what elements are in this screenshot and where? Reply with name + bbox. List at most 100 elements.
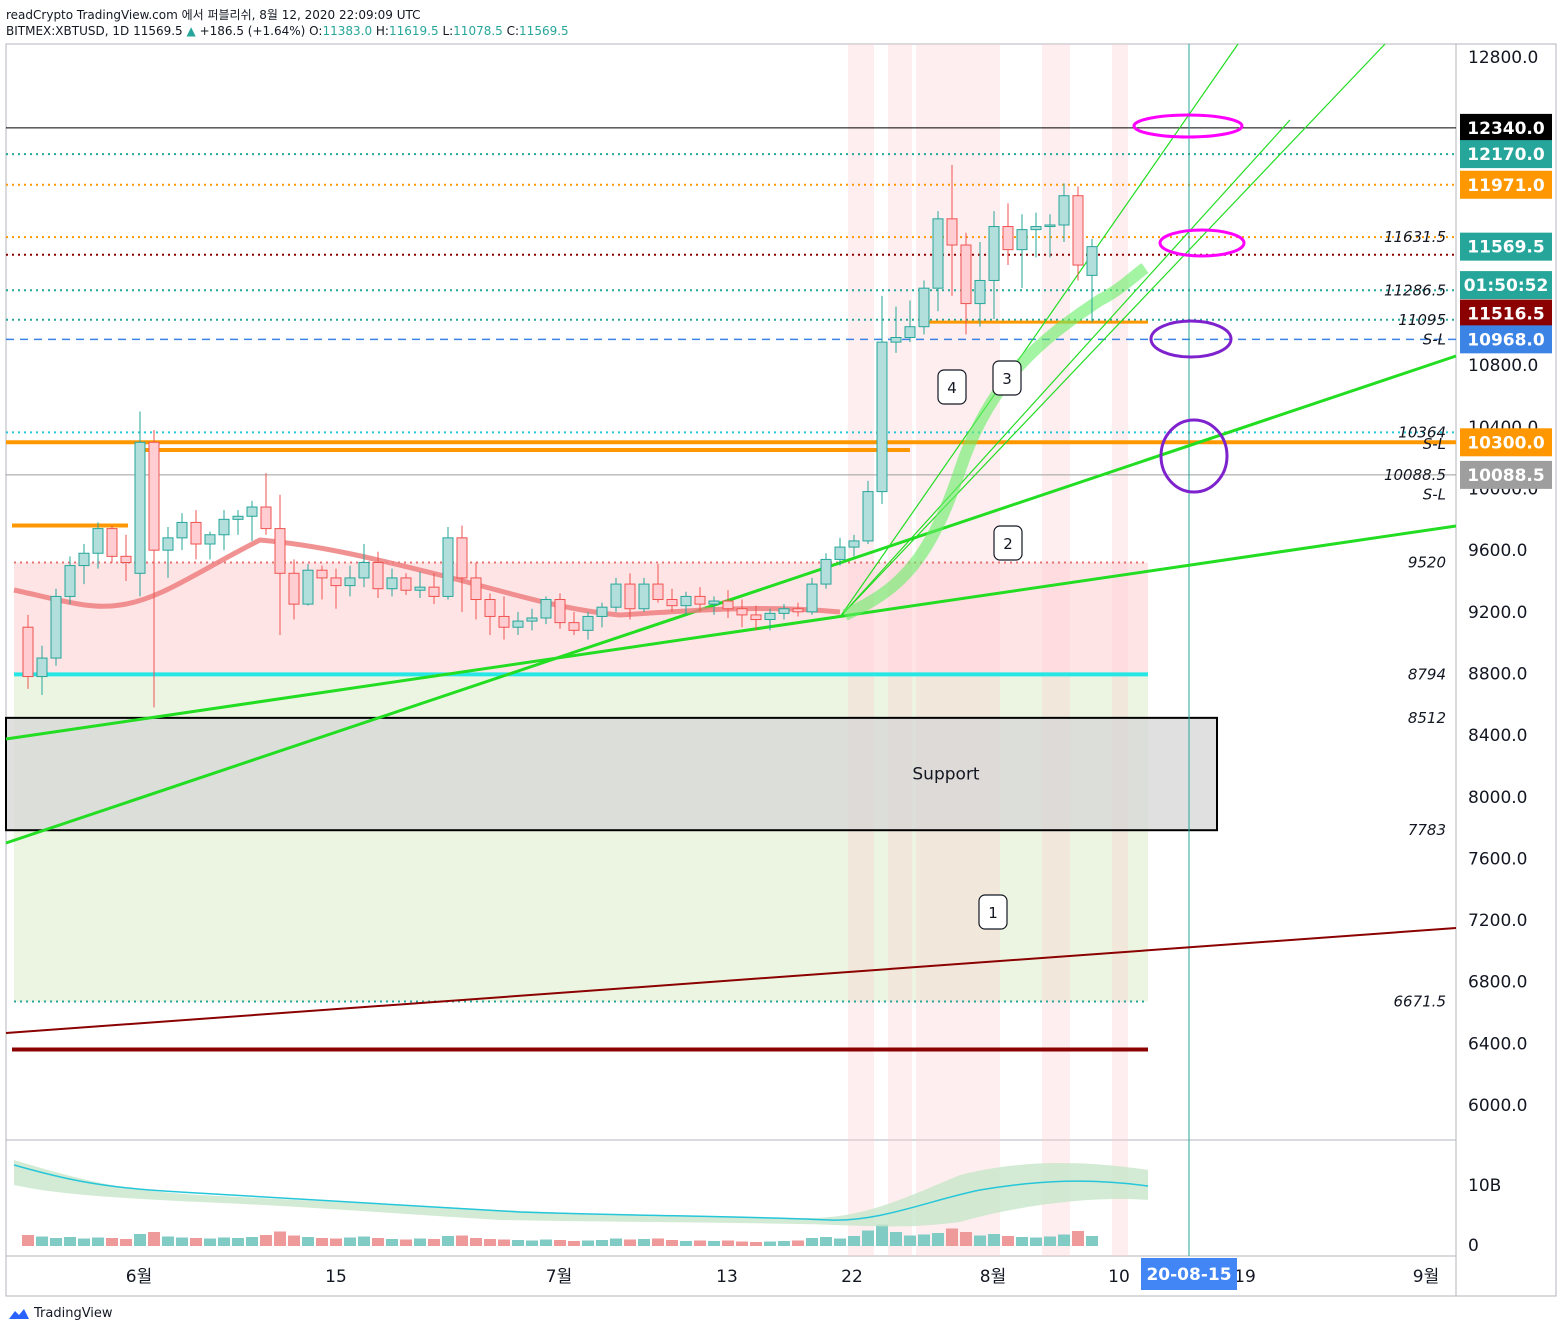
volume-bar bbox=[806, 1238, 818, 1246]
volume-bar bbox=[974, 1235, 986, 1246]
close-label: C: bbox=[506, 24, 520, 38]
candle-body bbox=[22, 626, 34, 678]
trendline-fan bbox=[839, 43, 1239, 618]
volume-bar bbox=[904, 1235, 916, 1246]
candle-body bbox=[666, 598, 678, 607]
x-tick-label: 15 bbox=[325, 1267, 347, 1287]
candle-body bbox=[568, 622, 580, 631]
callout-box bbox=[992, 360, 1022, 396]
level-label: 11631.5 bbox=[1384, 228, 1446, 246]
date-badge-label: 20-08-15 bbox=[1146, 1265, 1231, 1285]
level-label: S-L bbox=[1423, 435, 1446, 453]
price-badge-label: 11516.5 bbox=[1467, 305, 1544, 325]
y-tick-label: 8400.0 bbox=[1468, 726, 1527, 746]
ma-band bbox=[842, 263, 1149, 621]
candle-body bbox=[176, 521, 188, 539]
volume-bar bbox=[638, 1239, 650, 1246]
annotation-ellipse bbox=[1132, 113, 1244, 139]
volume-bar bbox=[764, 1241, 776, 1246]
candle-body bbox=[876, 341, 888, 493]
candle-body bbox=[274, 528, 286, 574]
candle-body bbox=[232, 515, 244, 520]
volume-bar bbox=[232, 1238, 244, 1246]
x-tick-label: 7월 bbox=[546, 1267, 572, 1287]
volume-bar bbox=[848, 1236, 860, 1246]
y-tick-label: 7600.0 bbox=[1468, 849, 1527, 869]
low-value: 11078.5 bbox=[453, 24, 503, 38]
trendline-1 bbox=[5, 927, 1457, 1034]
price-badge bbox=[1460, 140, 1552, 169]
annotation-ellipse bbox=[1149, 319, 1233, 359]
candle-body bbox=[414, 586, 426, 591]
volume-bar bbox=[358, 1236, 370, 1246]
volume-bar bbox=[988, 1234, 1000, 1246]
volume-bar bbox=[512, 1240, 524, 1246]
candle-body bbox=[484, 598, 496, 617]
candle-body bbox=[792, 608, 804, 613]
symbol-label[interactable]: BITMEX:XBTUSD, 1D bbox=[6, 24, 130, 38]
volume-bar bbox=[708, 1241, 720, 1246]
volume-bar bbox=[204, 1238, 216, 1246]
tradingview-brand[interactable]: TradingView bbox=[8, 1306, 113, 1321]
level-label: S-L bbox=[1423, 330, 1446, 348]
candle-body bbox=[988, 226, 1000, 281]
candle-body bbox=[610, 583, 622, 608]
close-value: 11569.5 bbox=[519, 24, 569, 38]
volume-bar bbox=[1030, 1237, 1042, 1246]
price-badge-label: 12340.0 bbox=[1467, 119, 1545, 139]
volume-bar bbox=[372, 1238, 384, 1246]
candle-body bbox=[722, 600, 734, 610]
x-tick-label: 13 bbox=[716, 1267, 738, 1287]
volume-bar bbox=[344, 1237, 356, 1246]
callout-box bbox=[993, 525, 1023, 561]
volume-bar bbox=[624, 1239, 636, 1246]
volume-bar bbox=[582, 1240, 594, 1246]
candle-body bbox=[764, 612, 776, 621]
volume-bar bbox=[1016, 1237, 1028, 1246]
candle-body bbox=[498, 615, 510, 628]
price-badge-label: 01:50:52 bbox=[1464, 276, 1549, 296]
volume-bar bbox=[190, 1238, 202, 1246]
candle-body bbox=[134, 441, 146, 574]
candle-body bbox=[834, 546, 846, 560]
volume-bar bbox=[246, 1237, 258, 1246]
volume-bar bbox=[330, 1238, 342, 1246]
candle-body bbox=[624, 583, 636, 610]
volume-bar bbox=[302, 1237, 314, 1246]
support-label: Support bbox=[912, 765, 980, 785]
candle-body bbox=[260, 506, 272, 530]
volume-bar bbox=[792, 1240, 804, 1246]
volume-bar bbox=[722, 1240, 734, 1246]
volume-bar bbox=[274, 1231, 286, 1246]
volume-bar bbox=[428, 1239, 440, 1246]
high-label: H: bbox=[375, 24, 389, 38]
volume-bar bbox=[680, 1241, 692, 1246]
candle-body bbox=[190, 521, 202, 545]
candle-body bbox=[960, 244, 972, 305]
candle-body bbox=[372, 562, 384, 590]
support-box bbox=[5, 716, 1218, 832]
level-label: 7783 bbox=[1408, 821, 1446, 839]
candle-body bbox=[456, 537, 468, 579]
volume-bar bbox=[50, 1238, 62, 1246]
price-chart[interactable]: Support123411631.511286.511095S-L10364S-… bbox=[0, 0, 1566, 1300]
candle-body bbox=[148, 441, 160, 551]
highlight-band bbox=[1042, 44, 1070, 1256]
volume-bar bbox=[596, 1240, 608, 1246]
low-label: L: bbox=[442, 24, 454, 38]
x-tick-label: 9월 bbox=[1413, 1267, 1439, 1287]
trendline-fan bbox=[839, 43, 1386, 618]
callout-label-4: 4 bbox=[947, 379, 957, 397]
volume-bar bbox=[64, 1237, 76, 1246]
candle-body bbox=[1044, 224, 1056, 228]
volume-bar bbox=[498, 1239, 510, 1246]
x-tick-label: 8월 bbox=[980, 1267, 1006, 1287]
y-tick-label: 8000.0 bbox=[1468, 788, 1527, 808]
candle-body bbox=[316, 569, 328, 579]
up-arrow-icon: ▲ bbox=[186, 24, 196, 38]
volume-bar bbox=[92, 1237, 104, 1246]
highlight-band bbox=[1112, 44, 1128, 1256]
volume-bar bbox=[554, 1240, 566, 1246]
candle-body bbox=[400, 577, 412, 591]
volume-bar bbox=[778, 1241, 790, 1246]
